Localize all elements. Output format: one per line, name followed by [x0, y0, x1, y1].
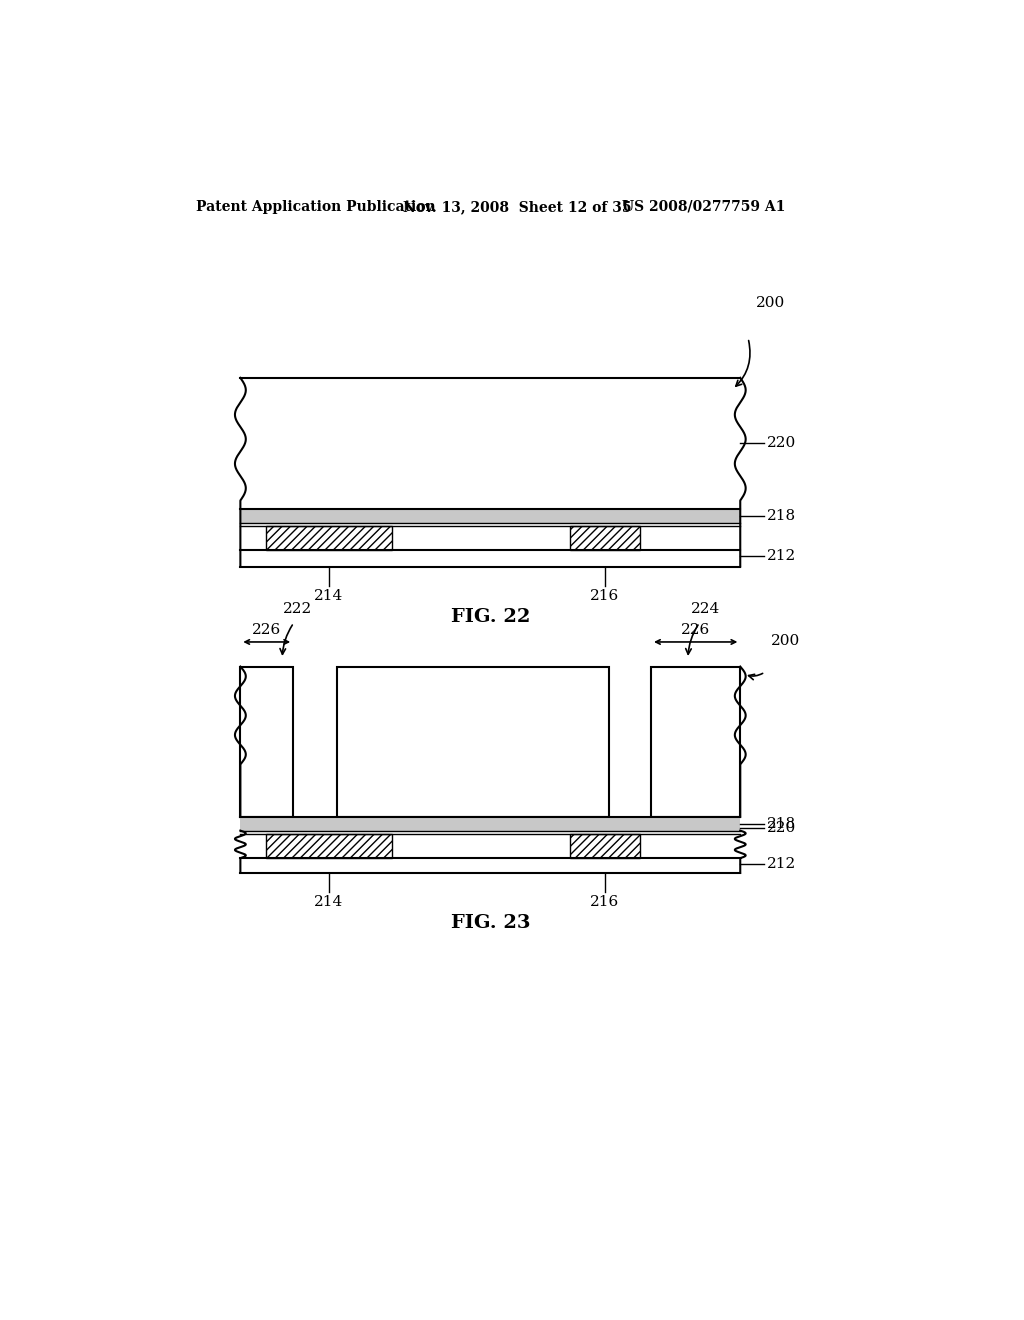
- Text: 200: 200: [756, 296, 785, 310]
- Text: 200: 200: [771, 634, 801, 648]
- Bar: [266, 834, 391, 858]
- Text: 216: 216: [590, 589, 620, 603]
- Text: US 2008/0277759 A1: US 2008/0277759 A1: [623, 199, 785, 214]
- Text: FIG. 22: FIG. 22: [451, 607, 530, 626]
- Text: 214: 214: [314, 589, 343, 603]
- Bar: [569, 527, 640, 549]
- Text: 212: 212: [767, 857, 797, 871]
- Text: 226: 226: [252, 623, 282, 636]
- Text: 220: 220: [767, 437, 797, 450]
- Text: 222: 222: [283, 602, 312, 616]
- Text: 220: 220: [767, 821, 797, 836]
- Bar: [651, 667, 740, 817]
- Bar: [569, 834, 640, 858]
- Text: 218: 218: [767, 510, 797, 523]
- Bar: [241, 508, 740, 524]
- Bar: [266, 527, 391, 549]
- Text: 224: 224: [691, 602, 721, 616]
- Bar: [241, 817, 740, 830]
- Bar: [337, 667, 608, 817]
- Text: Nov. 13, 2008  Sheet 12 of 35: Nov. 13, 2008 Sheet 12 of 35: [403, 199, 632, 214]
- Text: 226: 226: [681, 623, 711, 636]
- Text: 218: 218: [767, 817, 797, 830]
- Text: 216: 216: [590, 895, 620, 909]
- Bar: [241, 667, 293, 817]
- Text: 214: 214: [314, 895, 343, 909]
- Text: Patent Application Publication: Patent Application Publication: [197, 199, 436, 214]
- Text: 212: 212: [767, 549, 797, 562]
- Text: FIG. 23: FIG. 23: [451, 913, 530, 932]
